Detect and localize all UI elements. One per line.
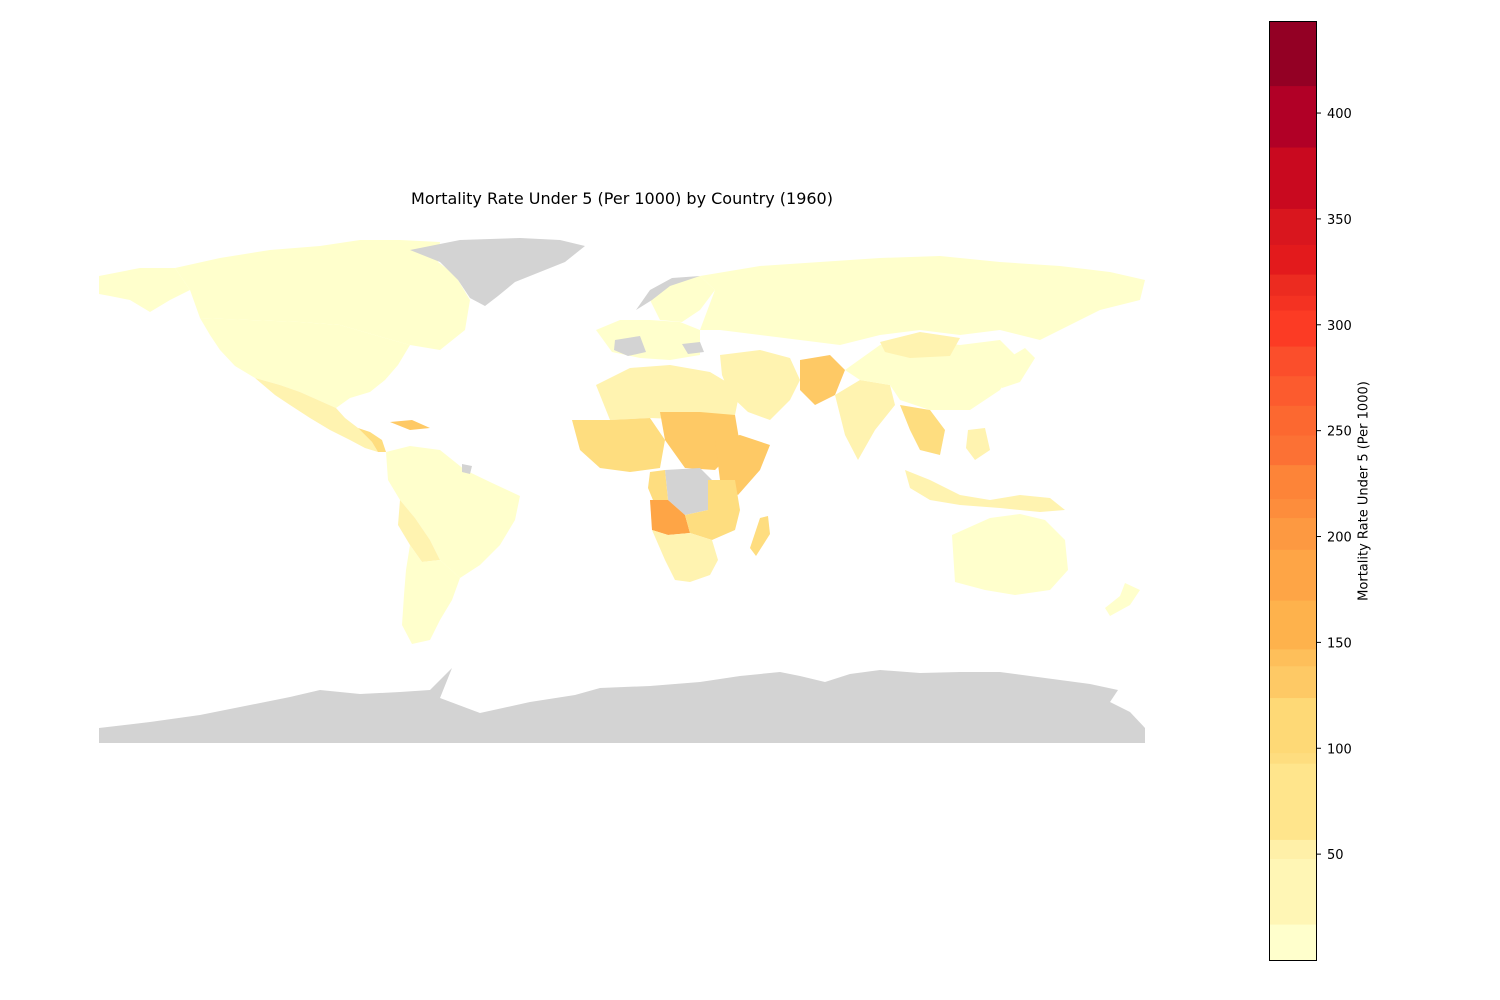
colorbar-tick-label-4: 250 [1327,425,1352,440]
colorbar-band-24 [1270,22,1316,87]
country-australia [952,514,1068,595]
country-france-no-data [614,336,646,356]
antarctica [99,668,1145,743]
country-north-africa [596,365,740,420]
colorbar-band-16 [1270,345,1316,377]
colorbar-band-3 [1270,763,1316,840]
colorbar-band-22 [1270,146,1316,209]
country-west-africa [572,418,665,472]
country-southern-africa [652,530,718,582]
country-usa [200,318,410,408]
colorbar-band-7 [1270,648,1316,667]
colorbar-band-20 [1270,244,1316,275]
colorbar-band-8 [1270,600,1316,650]
caribbean [390,420,430,430]
colorbar-tick-label-7: 400 [1327,107,1352,122]
country-norway-no-data [636,276,700,310]
colorbar-band-12 [1270,464,1316,500]
colorbar-band-10 [1270,517,1316,550]
country-bolivia-peru [398,500,440,562]
country-mongolia [880,332,960,358]
country-new-zealand [1105,583,1140,616]
colorbar-band-13 [1270,434,1316,466]
country-middle-east [720,350,800,420]
colorbar-band-11 [1270,498,1316,519]
country-east-africa [685,480,740,540]
country-china [845,340,1020,410]
colorbar-band-5 [1270,697,1316,754]
country-indonesia [905,470,1065,512]
country-canada [175,240,470,350]
country-argentina-chile [402,545,460,644]
country-drc-no-data [665,468,712,515]
country-angola [650,500,690,535]
colorbar-band-14 [1270,405,1316,436]
colorbar-tick-label-2: 150 [1327,636,1352,651]
colorbar-band-2 [1270,839,1316,859]
country-southeast-asia [900,405,945,455]
europe [596,276,715,360]
country-guyana [462,464,472,474]
colorbar-band-19 [1270,273,1316,296]
colorbar-tick-label-0: 50 [1327,848,1344,863]
country-india [835,380,895,460]
country-brazil-north [386,446,520,578]
colorbar-band-9 [1270,549,1316,601]
colorbar-band-21 [1270,208,1316,245]
map-title: Mortality Rate Under 5 (Per 1000) by Cou… [411,189,833,208]
colorbar [1270,22,1316,961]
south-america [386,446,520,644]
country-russia [700,256,1145,345]
oceania [952,514,1140,616]
country-madagascar [750,516,770,556]
colorbar-frame [1269,21,1317,961]
country-balkans-no-data [682,342,704,354]
country-central-america [358,428,386,452]
country-afghanistan-pakistan [800,355,845,405]
country-western-europe [596,320,700,360]
colorbar-ticks: 50 100 150 200 250 300 350 400 [1316,107,1352,863]
colorbar-band-15 [1270,375,1316,406]
colorbar-band-0 [1270,924,1316,961]
africa [572,365,770,582]
colorbar-tick-label-1: 100 [1327,742,1352,757]
north-america [99,240,470,452]
country-scandinavia [650,276,715,322]
country-japan [998,348,1035,388]
colorbar-tick-label-3: 200 [1327,531,1352,546]
country-mexico [255,378,378,452]
colorbar-tick-label-5: 300 [1327,319,1352,334]
colorbar-band-23 [1270,85,1316,148]
colorbar-band-6 [1270,665,1316,699]
greenland [410,238,585,306]
colorbar-band-17 [1270,309,1316,347]
colorbar-band-4 [1270,752,1316,764]
asia [700,256,1145,512]
country-philippines [966,428,990,460]
colorbar-label: Mortality Rate Under 5 (Per 1000) [1356,381,1372,601]
colorbar-band-1 [1270,858,1316,925]
colorbar-tick-label-6: 350 [1327,213,1352,228]
colorbar-band-18 [1270,295,1316,311]
country-central-africa [648,470,668,505]
country-alaska-region [99,268,190,312]
